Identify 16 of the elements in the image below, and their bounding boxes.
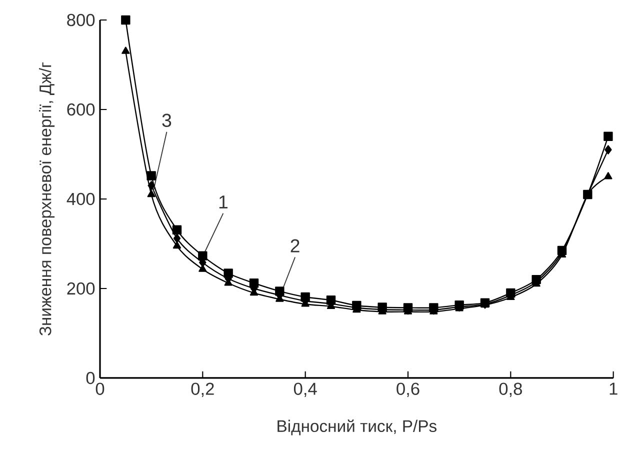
x-tick-label: 0,6 xyxy=(396,382,420,398)
y-tick-label: 0 xyxy=(86,372,95,384)
y-tick-label: 200 xyxy=(67,282,95,295)
series-label: 3 xyxy=(162,114,172,127)
y-tick-label: 400 xyxy=(66,192,95,206)
y-axis-title: Зниження поверхневої енергії, Дж/г xyxy=(39,62,55,336)
text: 2 xyxy=(290,239,300,252)
x-tick-label: 0,8 xyxy=(499,382,522,398)
x-tick-label: 1 xyxy=(610,382,618,395)
x-tick-label: 0,4 xyxy=(294,382,317,398)
x-axis-title: Відносний тиск, P/Ps xyxy=(278,419,436,436)
x-tick-label: 0,2 xyxy=(191,382,214,398)
x-tick-label: 0 xyxy=(96,382,104,395)
y-tick-label: 800 xyxy=(67,14,95,26)
text: 1 xyxy=(219,196,228,208)
y-tick-label: 600 xyxy=(67,103,95,116)
